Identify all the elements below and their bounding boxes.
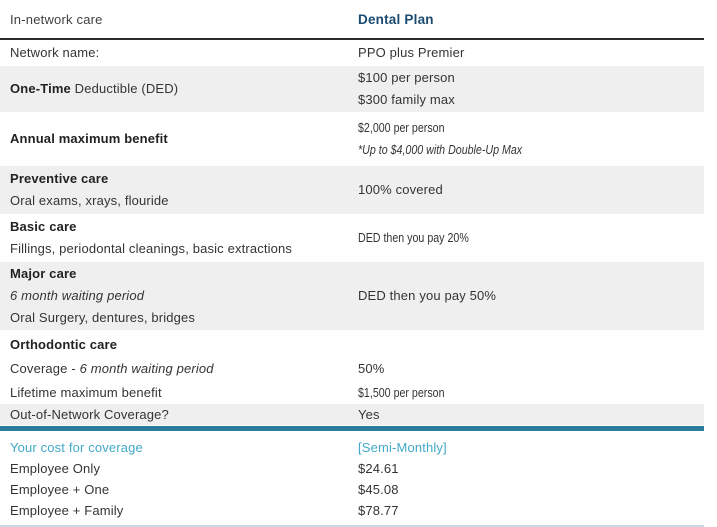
cost-value: [Semi-Monthly]: [358, 440, 447, 455]
text-line: DED then you pay 20%: [358, 230, 469, 245]
row-value: $2,000 per person *Up to $4,000 with Doub…: [348, 112, 704, 166]
cost-label: Employee + One: [10, 482, 110, 497]
row-value: PPO plus Premier: [348, 40, 704, 66]
cost-row: Employee + Family $78.77: [0, 500, 704, 521]
cost-row: Your cost for coverage [Semi-Monthly]: [0, 437, 704, 458]
table-row: Annual maximum benefit $2,000 per person *…: [0, 112, 704, 166]
text-line: Major care: [10, 266, 77, 281]
row-value: $100 per person $300 family max: [348, 66, 704, 112]
table-row: Network name: PPO plus Premier: [0, 40, 704, 66]
row-value: 50% $1,500 per person: [348, 330, 704, 404]
row-label: Preventive care Oral exams, xrays, flouri…: [0, 166, 348, 214]
text-line: Lifetime maximum benefit: [10, 385, 162, 400]
cost-value: $78.77: [358, 503, 399, 518]
text-line: 6 month waiting period: [10, 288, 145, 303]
row-label: Out-of-Network Coverage?: [0, 404, 348, 425]
section-divider: [0, 426, 704, 431]
row-label: Orthodontic care Coverage - 6 month waiti…: [0, 330, 348, 404]
row-value: Yes: [348, 404, 704, 425]
text-line: Yes: [358, 406, 380, 422]
text-line: $2,000 per person: [358, 120, 445, 135]
table-row: One-Time Deductible (DED) $100 per person…: [0, 66, 704, 112]
cost-row: Employee + One $45.08: [0, 479, 704, 500]
header-label: In-network care: [10, 11, 103, 27]
row-label: Network name:: [0, 40, 348, 66]
bottom-rule: [0, 525, 704, 527]
text-line: 50%: [358, 361, 385, 376]
row-label: Basic care Fillings, periodontal cleaning…: [0, 214, 348, 262]
text-line: [358, 333, 704, 357]
cost-value: $45.08: [358, 482, 399, 497]
row-label: Annual maximum benefit: [0, 112, 348, 166]
cost-label: Employee + Family: [10, 503, 124, 518]
text-line: $1,500 per person: [358, 385, 445, 400]
cost-row: Employee Only $24.61: [0, 458, 704, 479]
cost-label: Employee Only: [10, 461, 101, 476]
cost-section: Your cost for coverage [Semi-Monthly] Empl…: [0, 431, 704, 521]
text-line: Fillings, periodontal cleanings, basic e…: [10, 241, 293, 256]
table-row: Orthodontic care Coverage - 6 month waiti…: [0, 330, 704, 404]
text-line: Oral Surgery, dentures, bridges: [10, 310, 196, 325]
text-line: Oral exams, xrays, flouride: [10, 193, 169, 208]
row-value: DED then you pay 20%: [348, 214, 704, 262]
text-line: Preventive care: [10, 171, 109, 186]
row-label: Major care 6 month waiting period Oral Sur…: [0, 262, 348, 330]
table-row: Basic care Fillings, periodontal cleaning…: [0, 214, 704, 262]
table-row: Major care 6 month waiting period Oral Sur…: [0, 262, 704, 330]
text-line: One-Time Deductible (DED): [10, 81, 179, 96]
row-value: DED then you pay 50%: [348, 262, 704, 330]
text-line: *Up to $4,000 with Double-Up Max: [358, 142, 523, 157]
text-line: PPO plus Premier: [358, 45, 465, 60]
table-row: Out-of-Network Coverage? Yes: [0, 404, 704, 425]
text-line: Basic care: [10, 219, 77, 234]
text-line: Network name:: [10, 45, 100, 60]
table-header-row: In-network care Dental Plan: [0, 0, 704, 40]
text-line: DED then you pay 50%: [358, 288, 497, 303]
text-line: Coverage - 6 month waiting period: [10, 361, 214, 376]
cost-value: $24.61: [358, 461, 399, 476]
table-body: Network name: PPO plus Premier One-Time De…: [0, 40, 704, 425]
row-value: 100% covered: [348, 166, 704, 214]
row-label: One-Time Deductible (DED): [0, 66, 348, 112]
table-row: Preventive care Oral exams, xrays, flouri…: [0, 166, 704, 214]
text-line: 100% covered: [358, 182, 443, 197]
plan-title: Dental Plan: [358, 11, 434, 27]
text-line: $100 per person: [358, 70, 455, 85]
text-line: $300 family max: [358, 92, 455, 107]
text-line: Orthodontic care: [10, 337, 118, 352]
cost-label: Your cost for coverage: [10, 440, 143, 455]
text-line: Annual maximum benefit: [10, 131, 168, 146]
text-line: Out-of-Network Coverage?: [10, 406, 169, 422]
